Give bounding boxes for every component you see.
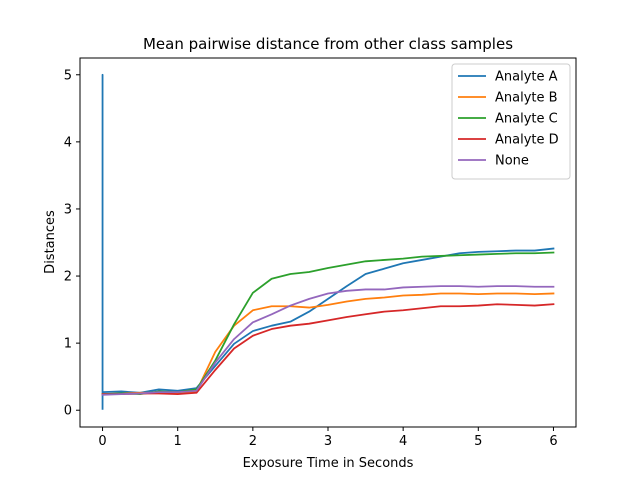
x-tick-label: 6 (549, 434, 557, 449)
y-tick-label: 1 (64, 337, 72, 352)
legend-entry-label: Analyte B (495, 91, 558, 106)
x-tick-label: 5 (474, 434, 482, 449)
x-tick-label: 2 (249, 434, 257, 449)
x-tick-label: 0 (98, 434, 106, 449)
y-tick-label: 4 (64, 135, 72, 150)
series-line-none (101, 285, 555, 396)
y-tick-label: 5 (64, 68, 72, 83)
legend-box (451, 63, 571, 180)
legend-entry-label: Analyte D (495, 133, 559, 148)
series-line-analyte-d (101, 303, 555, 396)
x-tick-label: 3 (324, 434, 332, 449)
legend-entry-label: Analyte A (495, 70, 558, 85)
y-tick-label: 2 (64, 270, 72, 285)
x-tick-label: 1 (174, 434, 182, 449)
x-axis-label: Exposure Time in Seconds (243, 456, 414, 471)
ticks-layer: 0 1 2 3 4 5 6 0 1 2 3 4 5 (64, 68, 558, 449)
y-tick-label: 0 (64, 404, 72, 419)
series-line-analyte-a (101, 73, 555, 410)
series-layer (101, 73, 555, 410)
x-tick-label: 4 (399, 434, 407, 449)
legend-entry-label: None (495, 154, 529, 169)
chart-title: Mean pairwise distance from other class … (143, 35, 513, 53)
y-tick-label: 3 (64, 202, 72, 217)
legend: Analyte A Analyte B Analyte C Analyte D None (451, 63, 571, 180)
y-axis-label: Distances (43, 210, 58, 274)
legend-entry-label: Analyte C (495, 112, 558, 127)
